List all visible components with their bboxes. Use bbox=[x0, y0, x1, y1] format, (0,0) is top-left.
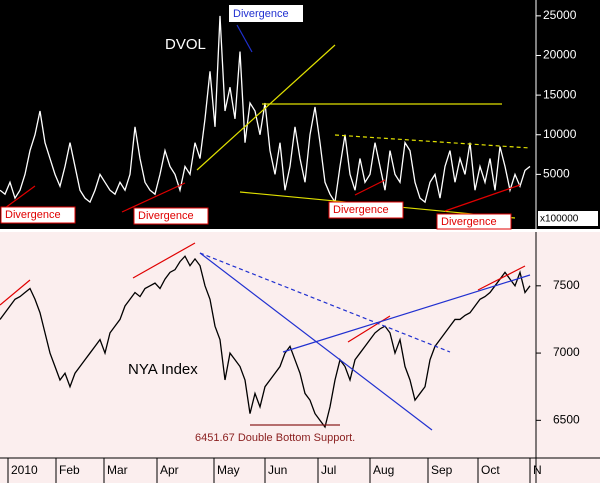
x-tick-label: 2010 bbox=[11, 463, 38, 477]
annotation: Divergence bbox=[441, 216, 497, 228]
trend-line bbox=[199, 252, 451, 353]
annotation: 6451.67 Double Bottom Support. bbox=[195, 432, 355, 444]
y-tick-label: 5000 bbox=[543, 167, 570, 181]
x-tick-label: Jul bbox=[321, 463, 336, 477]
trend-line bbox=[196, 44, 336, 171]
y-tick-label: 20000 bbox=[543, 48, 577, 62]
label-box bbox=[328, 201, 404, 219]
data-line bbox=[0, 255, 531, 429]
trend-line bbox=[121, 182, 186, 213]
label-box bbox=[133, 207, 209, 225]
trend-line bbox=[0, 279, 31, 306]
y-tick-label: 6500 bbox=[553, 413, 580, 427]
x-tick-label: Oct bbox=[481, 463, 500, 477]
label-box bbox=[538, 211, 598, 226]
chart-title: DVOL bbox=[165, 36, 206, 53]
y-tick-label: 10000 bbox=[543, 127, 577, 141]
label-box bbox=[436, 213, 512, 230]
annotation: Divergence bbox=[5, 209, 61, 221]
top-panel bbox=[0, 0, 600, 229]
trend-line bbox=[354, 179, 386, 196]
y-tick-label: 7000 bbox=[553, 345, 580, 359]
trend-line bbox=[444, 184, 521, 212]
annotation: x100000 bbox=[540, 214, 579, 225]
y-tick-label: 7500 bbox=[553, 278, 580, 292]
x-tick-label: Feb bbox=[59, 463, 80, 477]
bottom-panel bbox=[0, 232, 600, 458]
trend-line bbox=[282, 274, 531, 353]
trend-line bbox=[334, 134, 531, 149]
plot: 5000 10000 15000 20000 25000 6500 7000 7500 2010… bbox=[0, 8, 580, 483]
x-axis-strip bbox=[0, 458, 600, 483]
annotation: Divergence bbox=[233, 8, 289, 20]
label-box bbox=[229, 5, 303, 22]
x-tick-label: N bbox=[533, 463, 542, 477]
x-tick-label: Jun bbox=[268, 463, 287, 477]
annotation: Divergence bbox=[333, 204, 389, 216]
y-tick-label: 25000 bbox=[543, 8, 577, 22]
x-tick-label: Mar bbox=[107, 463, 128, 477]
x-tick-label: Sep bbox=[431, 463, 453, 477]
label-box bbox=[0, 206, 76, 224]
x-tick-label: Apr bbox=[160, 463, 179, 477]
chart-title: NYA Index bbox=[128, 361, 198, 378]
trend-line bbox=[477, 265, 526, 291]
trend-line bbox=[4, 185, 36, 209]
data-line bbox=[0, 15, 531, 204]
y-tick-label: 15000 bbox=[543, 87, 577, 101]
x-tick-label: May bbox=[217, 463, 240, 477]
annotation: Divergence bbox=[138, 210, 194, 222]
x-tick-label: Aug bbox=[373, 463, 394, 477]
trend-line bbox=[236, 24, 253, 53]
trend-line bbox=[132, 242, 196, 279]
